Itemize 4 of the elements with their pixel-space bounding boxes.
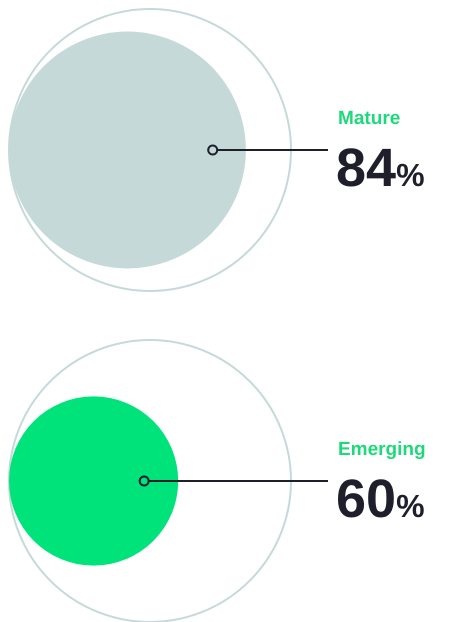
category-label: Emerging <box>338 439 426 460</box>
category-label: Mature <box>338 108 400 129</box>
data-label: 60% <box>336 469 425 529</box>
data-label: 84% <box>336 138 425 198</box>
